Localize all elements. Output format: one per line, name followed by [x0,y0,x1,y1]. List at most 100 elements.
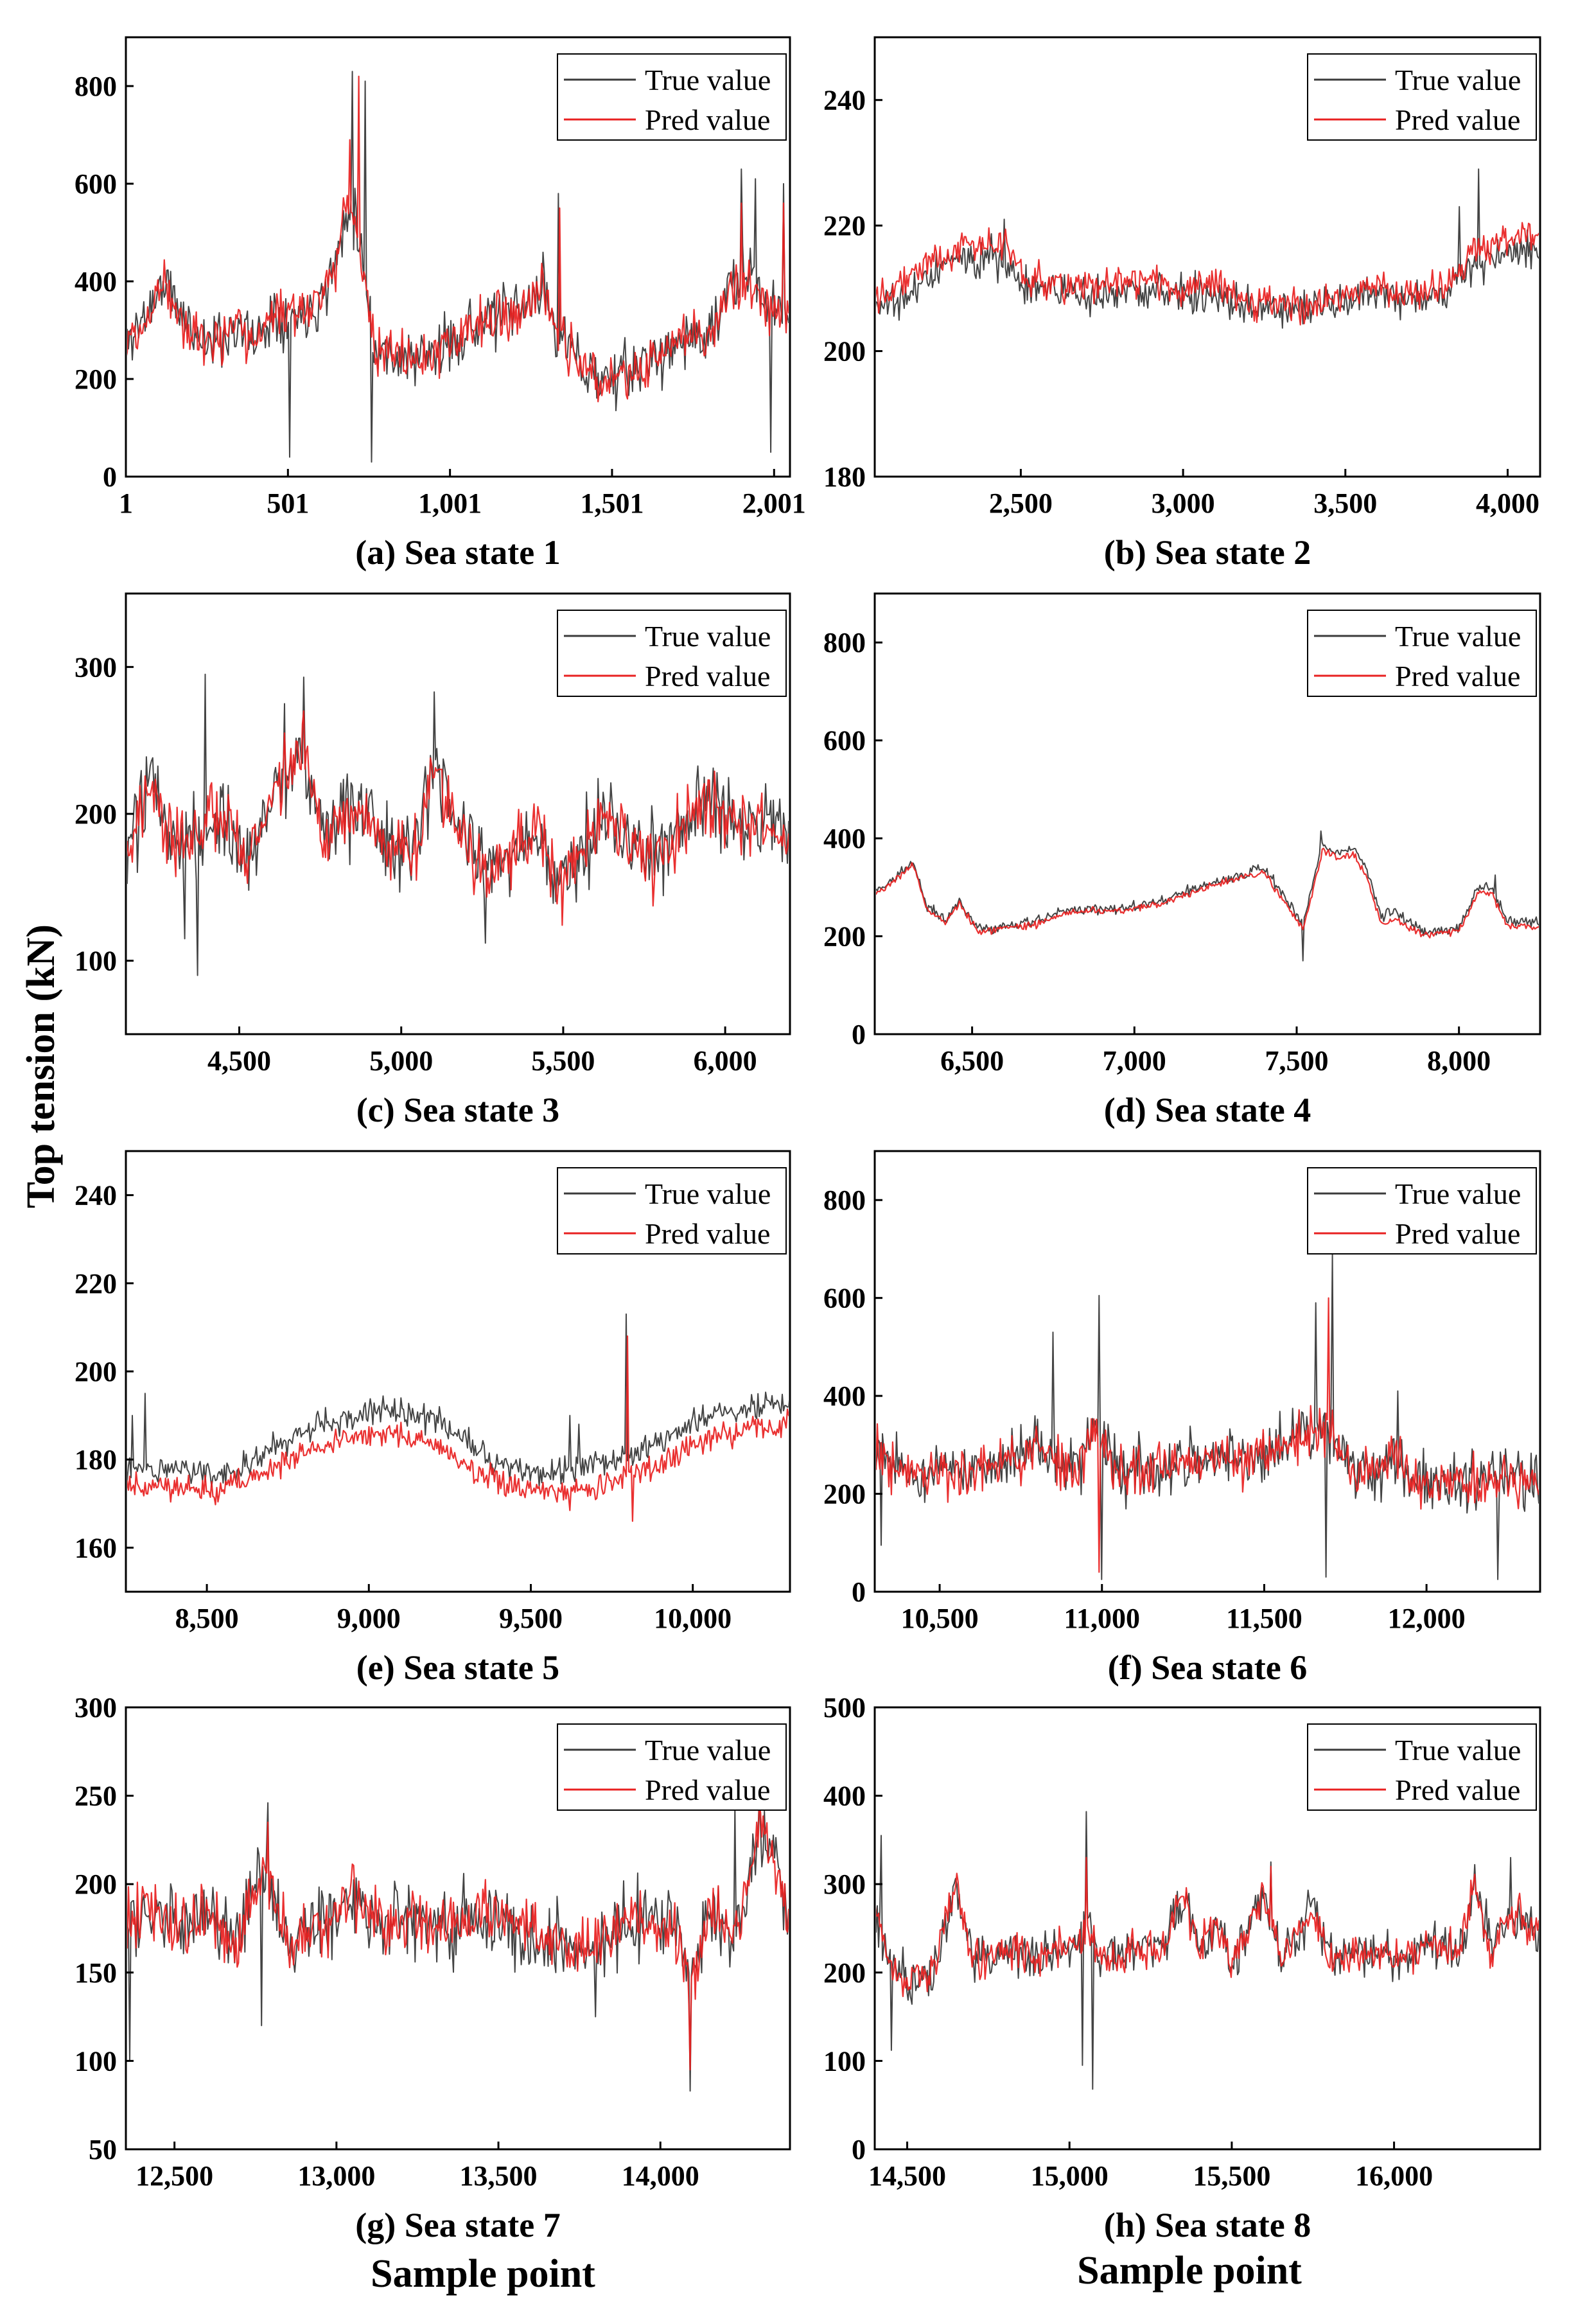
x-tick-label: 1,001 [418,488,482,519]
y-tick-label: 600 [823,725,866,757]
y-tick-label: 240 [823,85,866,116]
x-tick-label: 2,500 [989,488,1053,519]
legend-label-pred: Pred value [1395,660,1520,692]
series-true-line [876,1253,1539,1580]
x-axis-title-left: Sample point [371,2252,595,2296]
x-tick-label: 9,500 [499,1603,563,1634]
x-tick-label: 7,500 [1265,1045,1328,1077]
x-tick-label: 11,000 [1064,1603,1140,1634]
y-tick-label: 0 [103,461,117,493]
y-tick-label: 800 [823,1184,866,1216]
panel-caption: (c) Sea state 3 [356,1091,559,1129]
x-tick-label: 6,000 [694,1045,757,1077]
plot-frame [873,1706,1541,2151]
chart-panel: 0 200 400 600 800 6,500 7,000 7,500 8,000 True va… [823,592,1541,1129]
series-pred-line [876,1297,1539,1573]
chart-panel: 0 200 400 600 800 10,500 11,000 11,500 12,000 Tru… [823,1150,1541,1687]
panel-caption: (h) Sea state 8 [1104,2206,1311,2244]
chart-panel: 50 100 150 200 250 300 12,500 13,000 13,500 14,00… [75,1692,791,2244]
x-tick-label: 14,500 [868,2160,946,2192]
y-tick-label: 220 [75,1268,117,1299]
x-axis-title-right: Sample point [1077,2249,1302,2293]
plot-area [127,673,789,976]
y-tick-label: 600 [75,168,117,200]
x-tick-label: 7,000 [1103,1045,1166,1077]
legend-label-true: True value [1395,620,1521,653]
y-tick-label: 100 [823,2045,866,2077]
legend-label-pred: Pred value [645,660,770,692]
chart-panel: 160 180 200 220 240 8,500 9,000 9,500 10,000 True… [75,1150,791,1687]
y-tick-label: 50 [89,2134,117,2165]
legend-label-true: True value [1395,1734,1521,1766]
y-tick-label: 0 [852,1019,866,1050]
series-true-line [876,168,1539,329]
series-pred-line [876,847,1539,939]
x-tick-label: 10,000 [654,1603,732,1634]
chart-panel: 100 200 300 4,500 5,000 5,500 6,000 True value P… [75,592,791,1129]
y-tick-label: 200 [75,1869,117,1900]
x-tick-label: 4,000 [1476,488,1539,519]
legend-label-true: True value [1395,64,1521,96]
x-tick-label: 8,500 [175,1603,239,1634]
plot-frame [873,592,1541,1035]
x-tick-label: 8,000 [1427,1045,1491,1077]
y-tick-label: 200 [823,336,866,367]
y-tick-label: 200 [823,1957,866,1989]
legend-label-pred: Pred value [645,1217,770,1250]
plot-frame [125,36,791,478]
y-tick-label: 300 [75,651,117,683]
series-pred-line [127,1804,789,2071]
y-tick-label: 200 [75,1356,117,1387]
series-pred-line [127,1335,789,1522]
plot-area [876,1253,1539,1580]
y-tick-label: 200 [823,1479,866,1510]
plot-area [876,1811,1539,2090]
x-tick-label: 1,501 [580,488,644,519]
legend-label-pred: Pred value [1395,103,1520,136]
y-tick-label: 600 [823,1283,866,1314]
x-tick-label: 3,000 [1152,488,1215,519]
legend-label-true: True value [645,64,771,96]
chart-panel: 0 200 400 600 800 1 501 1,001 1,501 2,001 True val… [75,36,806,572]
legend-box [557,53,787,141]
x-tick-label: 4,500 [207,1045,271,1077]
y-tick-label: 400 [823,1781,866,1812]
y-tick-label: 200 [75,798,117,830]
y-tick-label: 100 [75,2045,117,2077]
y-tick-label: 150 [75,1957,117,1989]
y-tick-label: 180 [823,461,866,493]
y-tick-label: 240 [75,1180,117,1211]
y-tick-label: 400 [823,1380,866,1412]
legend-box [1307,610,1537,697]
x-tick-label: 15,000 [1031,2160,1109,2192]
y-tick-label: 300 [75,1692,117,1723]
x-tick-label: 3,500 [1313,488,1377,519]
x-tick-label: 12,000 [1388,1603,1466,1634]
x-tick-label: 501 [267,488,309,519]
plot-frame [873,36,1541,478]
y-tick-label: 160 [75,1532,117,1563]
y-tick-label: 400 [823,823,866,854]
x-tick-label: 6,500 [940,1045,1004,1077]
x-tick-label: 13,500 [460,2160,538,2192]
x-tick-label: 1 [119,488,133,519]
y-tick-label: 800 [823,627,866,658]
panel-caption: (d) Sea state 4 [1104,1091,1311,1129]
y-tick-label: 800 [75,71,117,102]
panel-caption: (e) Sea state 5 [356,1648,559,1687]
series-pred-line [876,1856,1539,1998]
series-true-line [127,1313,789,1488]
panel-caption: (f) Sea state 6 [1108,1648,1307,1687]
y-tick-label: 500 [823,1692,866,1723]
plot-frame [125,1706,791,2151]
plot-area [127,71,789,463]
legend-label-true: True value [645,1177,771,1210]
panel-caption: (a) Sea state 1 [355,533,560,572]
plot-frame [873,1150,1541,1593]
y-tick-label: 220 [823,210,866,242]
legend-box [557,1167,787,1254]
legend-box [557,1723,787,1811]
legend-box [1307,1723,1537,1811]
y-tick-label: 180 [75,1444,117,1475]
